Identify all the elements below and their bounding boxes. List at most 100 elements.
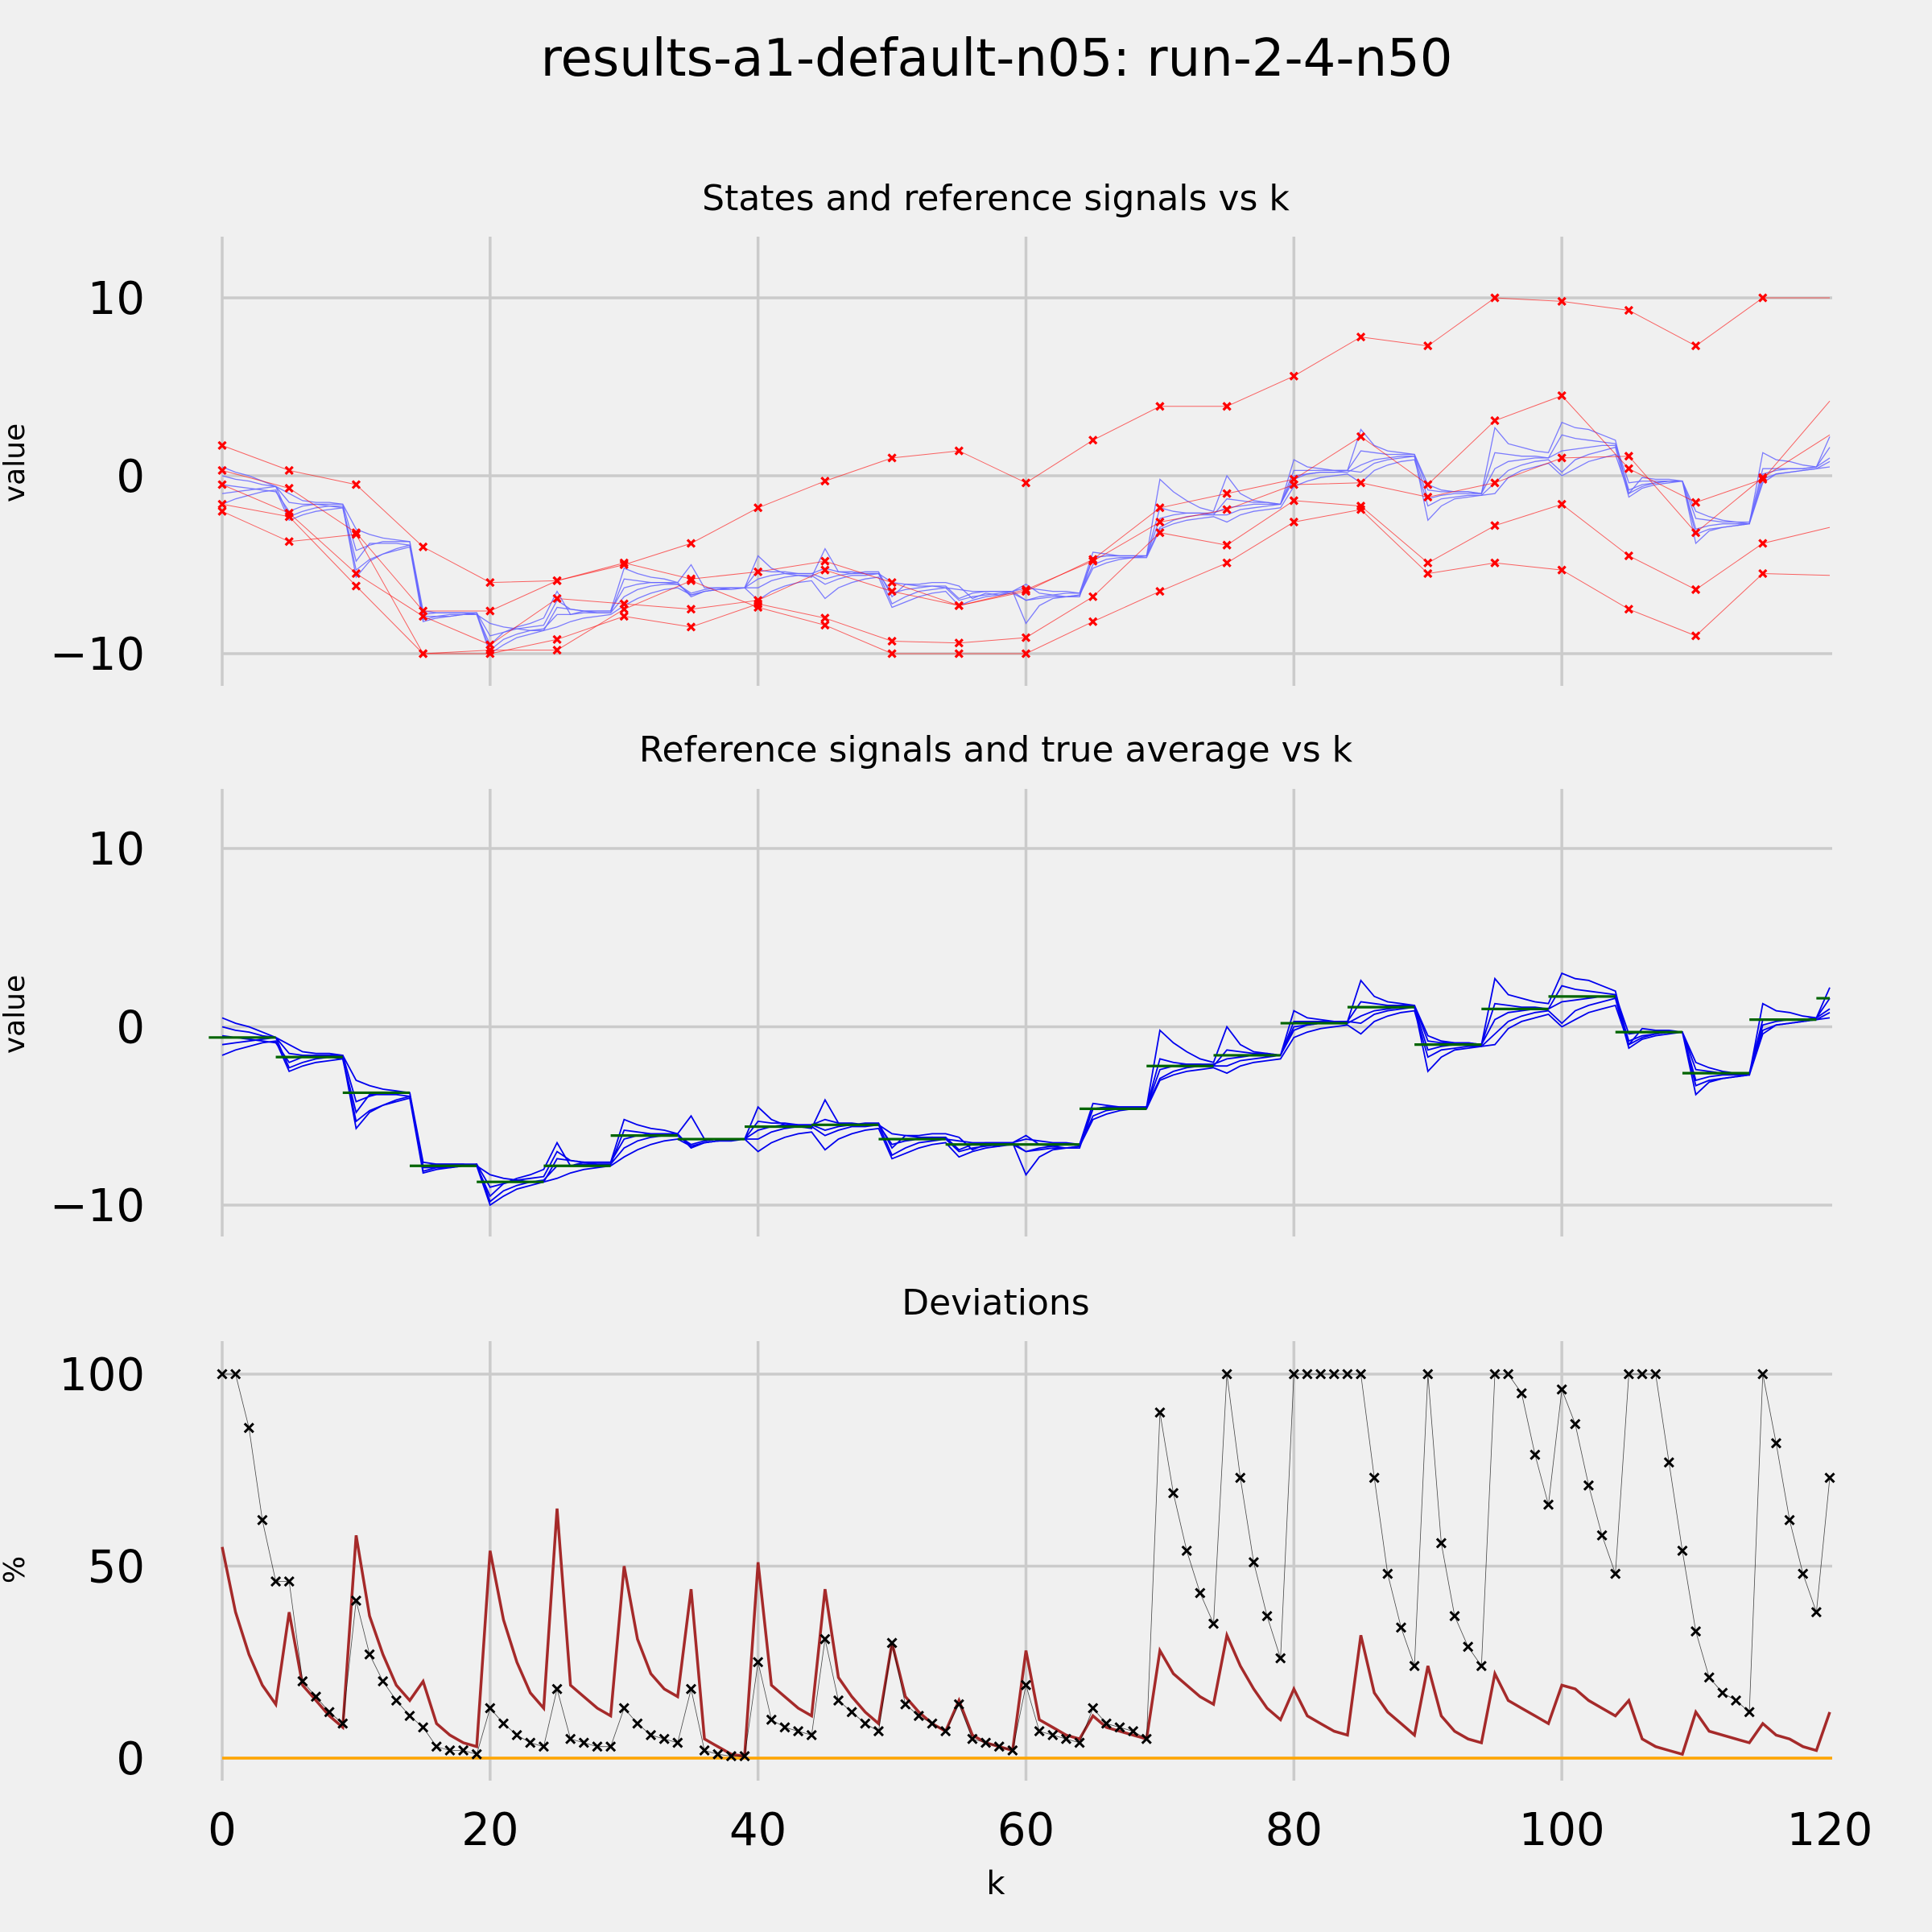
state-marker	[485, 606, 495, 616]
max-deviation-marker	[1181, 1545, 1192, 1556]
max-deviation-marker	[658, 1733, 670, 1744]
state-marker	[1557, 499, 1567, 509]
state-marker	[1423, 341, 1433, 351]
max-deviation-marker	[806, 1729, 817, 1740]
x-tick-label: 20	[461, 1804, 518, 1856]
y-axis-label-deviations: %	[0, 1556, 31, 1583]
state-marker	[1758, 473, 1768, 482]
state-marker	[1490, 521, 1500, 530]
y-tick-label: 50	[88, 1542, 145, 1594]
state-marker	[1021, 478, 1031, 488]
max-deviation-marker	[618, 1703, 630, 1714]
y-tick-label: 10	[88, 273, 145, 325]
max-deviation-marker	[1100, 1718, 1112, 1729]
state-marker	[1758, 539, 1768, 548]
max-deviation-marker	[886, 1637, 898, 1649]
state-marker	[1690, 497, 1701, 507]
max-deviation-marker	[217, 1368, 228, 1380]
max-deviation-marker	[592, 1741, 603, 1752]
max-deviation-marker	[1663, 1457, 1674, 1468]
max-deviation-marker	[1757, 1368, 1769, 1380]
max-deviation-marker	[1489, 1368, 1501, 1380]
reference-signal-line	[221, 997, 1831, 1203]
state-marker	[686, 622, 696, 632]
max-deviation-marker	[485, 1703, 496, 1714]
max-deviation-marker	[1542, 1499, 1554, 1510]
max-deviation-marker	[712, 1748, 724, 1760]
state-marker	[552, 634, 562, 644]
max-deviation-marker	[297, 1676, 308, 1687]
state-marker	[1423, 492, 1433, 502]
max-deviation-marker	[913, 1710, 924, 1722]
state-marker	[820, 565, 830, 575]
state-marker	[217, 465, 227, 476]
state-marker	[351, 530, 361, 539]
state-marker	[217, 440, 227, 451]
max-deviation-marker	[1516, 1388, 1527, 1399]
max-deviation-marker	[725, 1751, 737, 1762]
state-marker	[686, 605, 696, 614]
max-deviation-marker	[779, 1722, 791, 1733]
max-deviation-marker	[457, 1744, 469, 1757]
state-marker	[820, 556, 830, 566]
max-deviation-marker	[1449, 1610, 1460, 1622]
state-marker	[1356, 505, 1366, 514]
max-deviation-marker	[1088, 1703, 1099, 1714]
max-deviation-marker	[832, 1695, 844, 1707]
state-marker	[1222, 558, 1232, 568]
state-marker	[1423, 558, 1433, 568]
state-marker	[1289, 480, 1298, 489]
state-marker	[686, 576, 696, 586]
max-deviation-marker	[860, 1718, 871, 1729]
max-deviation-marker	[766, 1714, 777, 1725]
max-deviation-marker	[1395, 1622, 1407, 1633]
state-marker	[1758, 568, 1768, 579]
max-deviation-marker	[497, 1718, 510, 1729]
figure-title: results-a1-default-n05: run-2-4-n50	[541, 29, 1453, 89]
max-deviation-marker	[1074, 1737, 1085, 1748]
state-marker	[619, 605, 629, 614]
grid	[221, 1341, 1832, 1781]
state-marker	[753, 602, 763, 613]
max-deviation-marker	[1195, 1587, 1206, 1599]
state-marker	[954, 446, 964, 456]
max-deviation-marker	[243, 1422, 254, 1434]
max-deviation-marker	[1730, 1695, 1742, 1707]
max-deviation-marker	[645, 1729, 657, 1740]
state-marker	[1624, 305, 1634, 316]
max-deviation-marker	[1623, 1368, 1634, 1380]
state-marker	[284, 537, 294, 547]
max-deviation-marker	[1154, 1407, 1166, 1418]
max-deviation-marker	[418, 1722, 429, 1733]
state-marker	[1690, 528, 1701, 538]
x-tick-label: 120	[1787, 1804, 1873, 1856]
max-deviation-marker	[1020, 1679, 1032, 1690]
max-deviation-marker	[1717, 1687, 1728, 1699]
state-marker	[485, 577, 495, 588]
state-marker	[1222, 402, 1232, 411]
max-deviation-marker	[699, 1744, 710, 1757]
state-marker	[1624, 605, 1634, 614]
max-deviation-marker	[1810, 1607, 1822, 1618]
max-deviation-marker	[1382, 1568, 1393, 1579]
max-deviation-marker	[967, 1733, 978, 1744]
max-deviation-marker	[1503, 1368, 1514, 1380]
max-deviation-marker	[1530, 1449, 1541, 1460]
y-tick-label: 0	[116, 1733, 145, 1785]
state-marker	[820, 613, 830, 623]
state-marker	[753, 503, 763, 513]
y-tick-label: 10	[88, 824, 145, 876]
state-marker	[1155, 503, 1165, 513]
state-marker	[1624, 452, 1634, 461]
max-deviation-marker	[1060, 1733, 1071, 1744]
max-deviation-marker	[1261, 1610, 1273, 1622]
state-marker	[619, 558, 629, 568]
state-marker	[954, 601, 964, 610]
max-deviation-marker	[1637, 1368, 1648, 1380]
state-marker	[1356, 332, 1366, 342]
max-deviation-marker	[230, 1368, 242, 1380]
panel-title-deviations: Deviations	[902, 1282, 1089, 1323]
y-tick-label: −10	[50, 629, 145, 681]
max-deviation-marker	[1208, 1618, 1220, 1629]
